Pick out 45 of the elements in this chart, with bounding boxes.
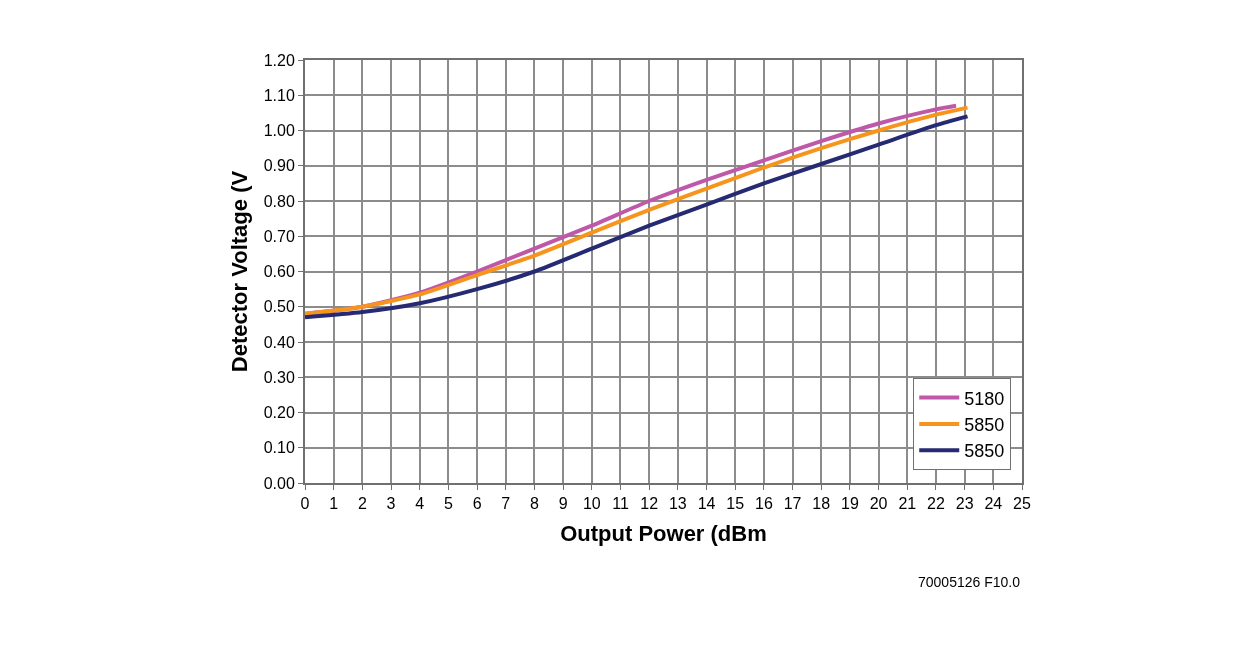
y-tick-label: 1.00 [263,122,295,140]
x-tick-label: 25 [1013,495,1031,513]
text: 70005126 F10.0 [918,574,1021,590]
x-tick-label: 21 [898,495,917,513]
x-tick-label: 20 [869,495,888,513]
x-tick-label: 11 [612,495,629,513]
x-tick-label: 17 [783,495,802,513]
x-tick-label: 10 [582,495,601,513]
y-tick-label: 0.40 [263,333,295,351]
y-tick-label: 0.70 [263,227,295,245]
x-tick-label: 0 [300,495,310,513]
x-tick-label: 15 [726,495,745,513]
x-tick-label: 8 [529,495,539,513]
x-axis-title: Output Power (dBm [560,520,767,546]
y-tick-label: 0.80 [263,192,295,210]
x-tick-label: 18 [812,495,831,513]
x-tick-label: 23 [955,495,974,513]
legend-label: 5850 [964,441,1005,462]
y-tick-label: 0.20 [263,404,295,422]
y-tick-label: 0.30 [263,368,295,386]
x-tick-label: 16 [754,495,773,513]
x-tick-label: 19 [841,495,859,513]
legend-label: 5180 [964,388,1005,409]
x-tick-label: 3 [386,495,396,513]
y-axis-title: Detector Voltage (V [226,170,252,373]
y-tick-label: 0.00 [263,474,295,492]
y-tick-label: 0.90 [263,157,295,175]
x-tick-label: 7 [501,495,511,513]
x-tick-label: 2 [357,495,367,513]
legend-label: 5850 [964,414,1005,435]
y-tick-label: 0.50 [263,298,295,316]
y-tick-label: 0.60 [263,263,295,281]
x-tick-label: 14 [697,495,716,513]
y-tick-label: 1.20 [263,51,295,69]
y-tick-label: 1.10 [263,86,295,104]
x-tick-label: 6 [472,495,482,513]
y-tick-label: 0.10 [263,439,295,457]
x-tick-label: 12 [640,495,659,513]
x-tick-label: 4 [415,495,425,513]
x-tick-label: 1 [329,495,339,513]
x-tick-label: 9 [558,495,568,513]
x-tick-label: 5 [443,495,453,513]
x-tick-label: 13 [668,495,687,513]
x-tick-label: 22 [927,495,945,513]
x-tick-label: 24 [984,495,1003,513]
